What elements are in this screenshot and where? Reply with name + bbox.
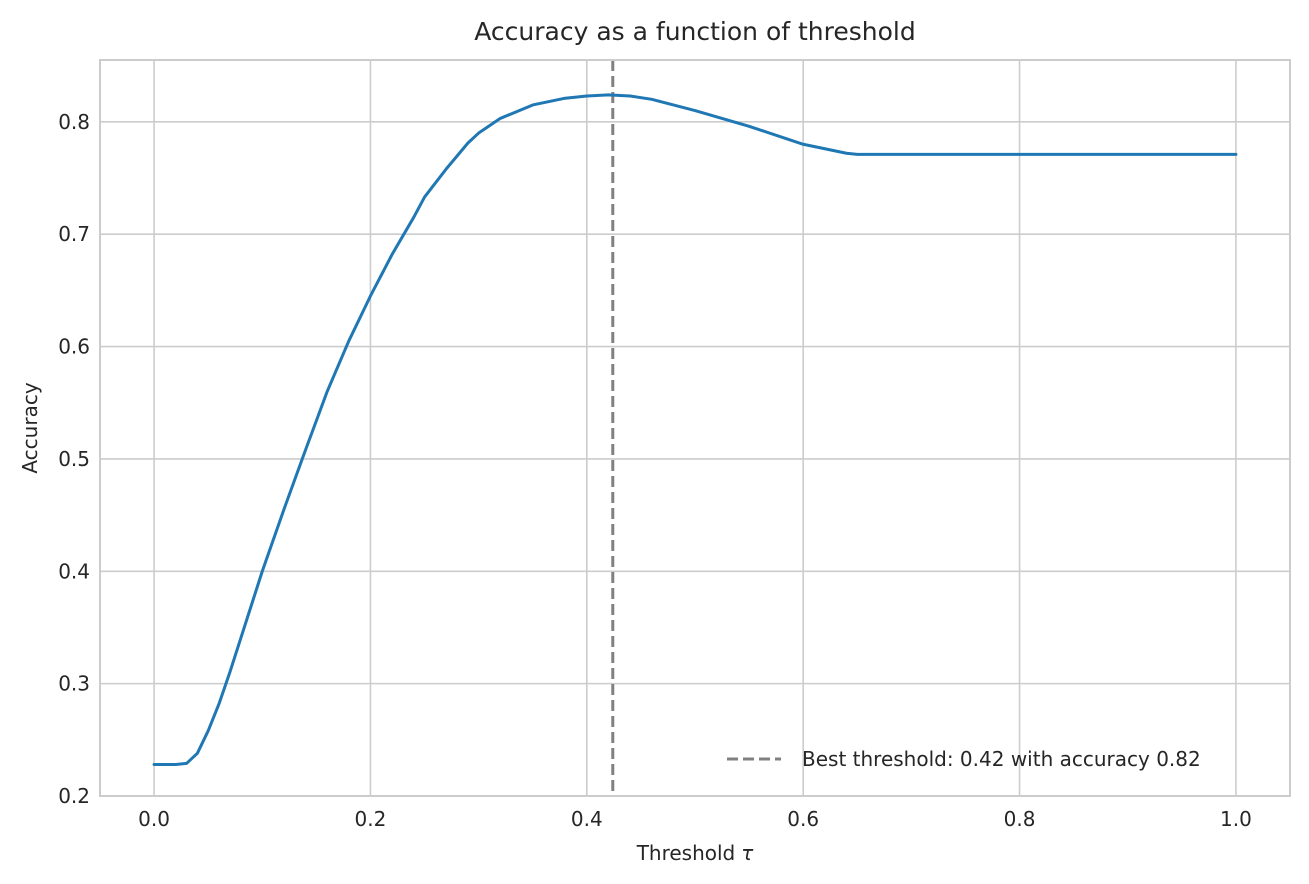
y-axis-label: Accuracy [18,382,42,473]
y-tick-label: 0.7 [58,222,90,246]
plot-area [99,59,1291,797]
y-tick-labels: 0.2 0.3 0.4 0.5 0.6 0.7 0.8 [58,110,90,808]
y-tick-label: 0.4 [58,559,90,583]
chart-title: Accuracy as a function of threshold [474,17,916,46]
x-tick-label: 0.0 [138,807,170,831]
x-tick-labels: 0.0 0.2 0.4 0.6 0.8 1.0 [138,807,1252,831]
legend-entry-label: Best threshold: 0.42 with accuracy 0.82 [802,747,1201,771]
y-tick-label: 0.6 [58,335,90,359]
x-tick-label: 0.6 [787,807,819,831]
series-lines [152,93,1238,767]
x-axis-label: Threshold τ [636,841,755,865]
y-tick-label: 0.5 [58,447,90,471]
x-tick-label: 0.8 [1004,807,1036,831]
plot-background [100,60,1290,796]
x-tick-label: 0.4 [571,807,603,831]
x-tick-label: 1.0 [1220,807,1252,831]
y-tick-label: 0.2 [58,784,90,808]
x-tick-label: 0.2 [355,807,387,831]
x-axis-label-symbol: τ [741,841,754,865]
plot-frame [99,59,1291,797]
x-axis-label-text: Threshold [636,841,736,865]
y-tick-label: 0.3 [58,672,90,696]
y-tick-label: 0.8 [58,110,90,134]
legend: Best threshold: 0.42 with accuracy 0.82 [727,747,1201,771]
accuracy-series-line [152,93,1238,767]
